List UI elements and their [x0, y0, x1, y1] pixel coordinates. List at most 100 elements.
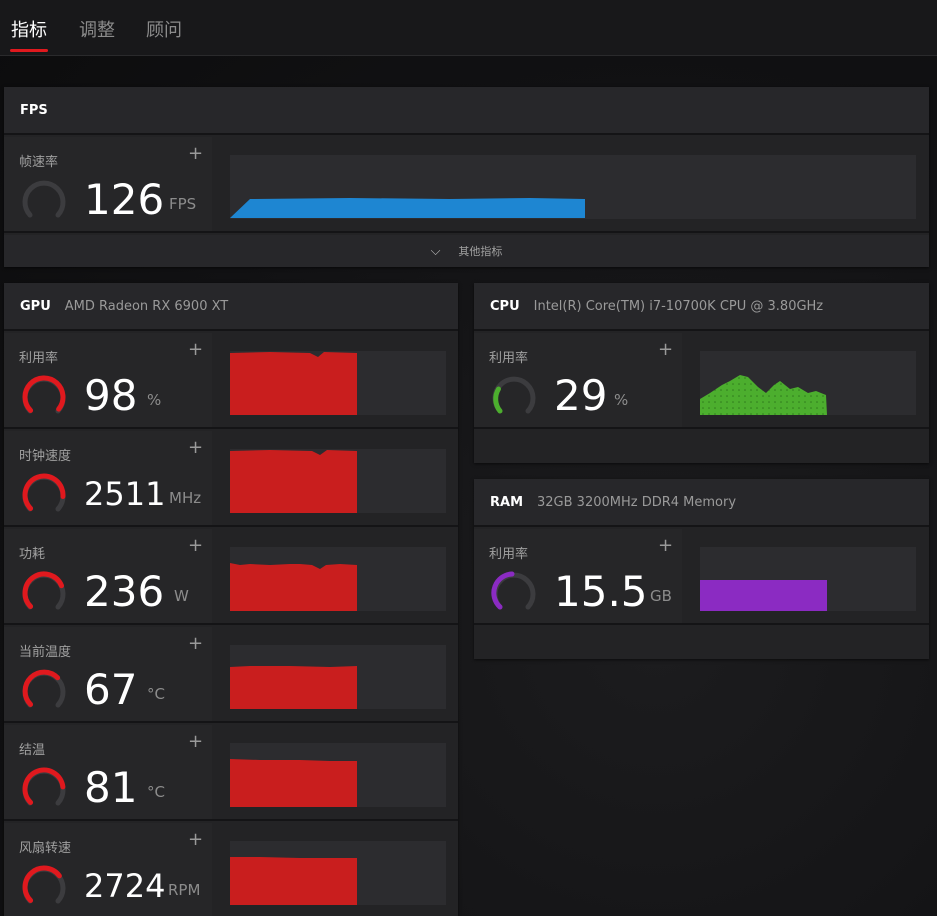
gpu-metric-label: 风扇转速: [19, 841, 72, 856]
chevron-down-icon: ⌵: [430, 243, 441, 259]
gpu-metric-unit: MHz: [169, 489, 202, 507]
gpu-metric-summary: 当前温度 +67 °C: [4, 627, 212, 721]
gpu-metric-summary: 风扇转速 +2724 RPM: [4, 823, 212, 916]
gpu-metric-unit: °C: [147, 783, 165, 801]
ram-graph-bar: [700, 580, 827, 611]
gpu-graph-area-chart: [230, 352, 357, 415]
gpu-graph-area: [214, 627, 458, 721]
gpu-metric-row: 时钟速度 +2511 MHz: [4, 431, 458, 527]
fps-graph-line: [230, 198, 585, 218]
gpu-metric-row: 结温 +81 °C: [4, 725, 458, 821]
gpu-gauge-icon: [22, 375, 66, 414]
gpu-metric-summary: 功耗 +236 W: [4, 529, 212, 623]
ram-metric-label: 利用率: [489, 547, 529, 562]
gpu-device-name: AMD Radeon RX 6900 XT: [64, 298, 229, 314]
gpu-metric-value: 81: [84, 763, 138, 812]
ram-panel-title: RAM: [490, 494, 524, 510]
ram-device-name: 32GB 3200MHz DDR4 Memory: [537, 494, 737, 510]
ram-panel: RAM 32GB 3200MHz DDR4 Memory 利用率 + 15.5 …: [474, 479, 929, 659]
gpu-metric-value: 2511: [84, 475, 166, 513]
tab-metrics[interactable]: 指标: [11, 20, 47, 41]
gpu-metric-label: 时钟速度: [19, 449, 72, 464]
gpu-metric-unit: W: [174, 587, 189, 605]
add-gpu-metric-plus-icon[interactable]: +: [188, 731, 204, 752]
active-tab-indicator: [10, 49, 48, 52]
add-ram-metric-plus-icon[interactable]: +: [658, 535, 674, 556]
cpu-metric-label: 利用率: [489, 351, 529, 366]
gpu-gauge-icon: [22, 571, 66, 610]
fps-value: 126: [84, 175, 165, 224]
tab-advisor[interactable]: 顾问: [146, 20, 182, 41]
cpu-metric-row: 利用率 + 29 %: [474, 333, 929, 429]
cpu-metric-summary: 利用率 + 29 %: [474, 333, 682, 427]
gpu-panel-header: GPU AMD Radeon RX 6900 XT: [4, 283, 458, 331]
fps-graph: [230, 155, 916, 219]
ram-unit: GB: [650, 587, 672, 605]
cpu-graph-area: [684, 333, 929, 427]
gpu-gauge-icon: [22, 767, 66, 806]
add-gpu-metric-plus-icon[interactable]: +: [188, 437, 204, 458]
tab-tuning[interactable]: 调整: [79, 20, 115, 41]
cpu-panel-title: CPU: [490, 298, 520, 314]
add-fps-metric-plus-icon[interactable]: +: [188, 143, 204, 164]
add-gpu-metric-plus-icon[interactable]: +: [188, 633, 204, 654]
fps-panel: FPS 帧速率 + 126 FPS ⌵ 其他指标: [4, 87, 929, 267]
gpu-graph-area: [214, 725, 458, 819]
fps-panel-title: FPS: [20, 102, 48, 118]
ram-metric-row: 利用率 + 15.5 GB: [474, 529, 929, 625]
gpu-graph-area: [214, 431, 458, 525]
cpu-panel: CPU Intel(R) Core(TM) i7-10700K CPU @ 3.…: [474, 283, 929, 463]
fps-graph-area: [214, 137, 929, 231]
add-cpu-metric-plus-icon[interactable]: +: [658, 339, 674, 360]
gpu-metric-unit: RPM: [168, 881, 201, 899]
gpu-gauge-icon: [22, 865, 66, 904]
gpu-metric-row: 利用率 +98%: [4, 333, 458, 429]
add-gpu-metric-plus-icon[interactable]: +: [188, 535, 204, 556]
cpu-graph-area-chart: [700, 375, 827, 415]
more-metrics-toggle[interactable]: ⌵ 其他指标: [4, 235, 929, 267]
gpu-graph: [230, 841, 446, 905]
ram-metric-summary: 利用率 + 15.5 GB: [474, 529, 682, 623]
cpu-gauge-icon: [492, 376, 536, 414]
gpu-graph: [230, 449, 446, 513]
add-gpu-metric-plus-icon[interactable]: +: [188, 339, 204, 360]
gpu-graph-area-chart: [230, 666, 357, 709]
cpu-panel-header: CPU Intel(R) Core(TM) i7-10700K CPU @ 3.…: [474, 283, 929, 331]
gpu-metric-row: 当前温度 +67 °C: [4, 627, 458, 723]
gpu-panel-title: GPU: [20, 298, 51, 314]
fps-unit: FPS: [169, 195, 197, 213]
gpu-graph: [230, 351, 446, 415]
gpu-gauge-icon: [22, 473, 66, 512]
gpu-graph-area-chart: [230, 857, 357, 905]
gpu-metric-summary: 时钟速度 +2511 MHz: [4, 431, 212, 525]
ram-graph-area: [684, 529, 929, 623]
gpu-panel: GPU AMD Radeon RX 6900 XT 利用率 +98% 时钟速度 +25…: [4, 283, 458, 916]
more-metrics-label: 其他指标: [458, 245, 503, 258]
ram-value: 15.5: [554, 567, 648, 616]
gpu-graph-area: [214, 529, 458, 623]
gpu-metric-value: 67: [84, 665, 138, 714]
cpu-device-name: Intel(R) Core(TM) i7-10700K CPU @ 3.80GH…: [533, 298, 824, 314]
fps-metric-summary: 帧速率 + 126 FPS: [4, 137, 212, 231]
fps-metric-row: 帧速率 + 126 FPS: [4, 137, 929, 233]
cpu-graph: [700, 351, 916, 415]
ram-panel-header: RAM 32GB 3200MHz DDR4 Memory: [474, 479, 929, 527]
gpu-metric-row: 风扇转速 +2724 RPM: [4, 823, 458, 916]
gpu-metric-label: 功耗: [19, 547, 46, 562]
gpu-metric-label: 结温: [19, 743, 46, 758]
gpu-metric-row: 功耗 +236 W: [4, 529, 458, 625]
gpu-graph-area: [214, 333, 458, 427]
gpu-metric-summary: 结温 +81 °C: [4, 725, 212, 819]
ram-panel-footer: [474, 627, 929, 659]
gpu-metric-value: 2724: [84, 867, 166, 905]
add-gpu-metric-plus-icon[interactable]: +: [188, 829, 204, 850]
ram-graph: [700, 547, 916, 611]
gpu-graph: [230, 743, 446, 807]
ram-gauge-icon: [491, 571, 536, 610]
top-navigation: 指标 调整 顾问: [0, 0, 937, 56]
gpu-metric-unit: %: [147, 391, 162, 409]
gpu-metric-value: 98: [84, 371, 138, 420]
gpu-graph-area-chart: [230, 450, 357, 513]
gpu-graph: [230, 645, 446, 709]
gpu-metric-summary: 利用率 +98%: [4, 333, 212, 427]
